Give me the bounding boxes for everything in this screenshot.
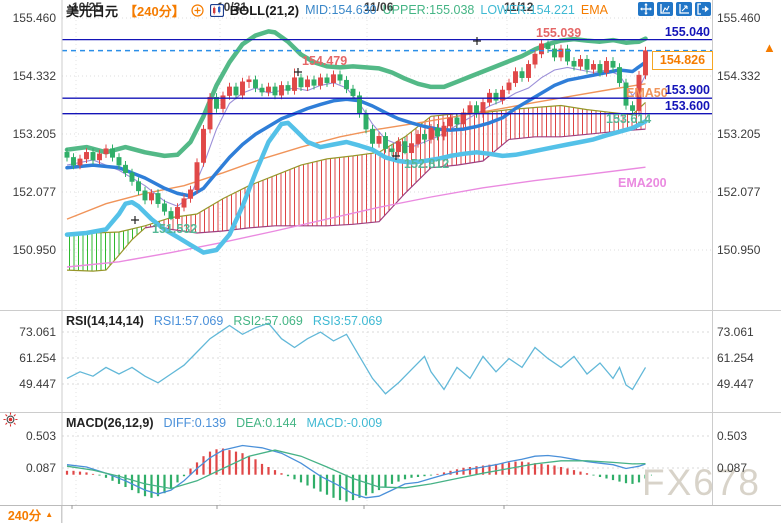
price-axis-label-left: 152.077 [12,185,56,200]
rsi-axis-label-left: 61.254 [19,351,56,365]
macd-axis-label-left: 0.087 [25,461,56,475]
macd-axis-label-right: 0.087 [717,461,748,475]
current-price-tag: 154.826 [652,51,713,70]
add-indicator-icon[interactable] [191,3,204,17]
rsi-axis-label-right: 73.061 [717,325,754,339]
rsi-axis-label-left: 49.447 [19,377,56,391]
period-selector[interactable]: 240分 ▲ [0,506,62,523]
chart-type-icon[interactable] [209,3,224,17]
rsi-panel-header: RSI(14,14,14) RSI1:57.069 RSI2:57.069 RS… [66,314,382,328]
date-axis-label: 11/12 [504,0,534,14]
ema-indicator-label[interactable]: EMA [580,3,608,17]
price-axis-label-left: 150.950 [12,243,56,257]
live-refresh-icon[interactable] [3,412,18,432]
rsi-panel [66,322,647,395]
rsi-axis-label-left: 73.061 [19,325,56,339]
price-panel [64,29,648,272]
price-level-label: 153.600 [664,98,710,113]
price-annotation: 153.614 [606,112,652,126]
price-axis-label-left: 153.205 [12,127,56,141]
boll-lower-value: LOWER:154.221 [480,3,575,17]
chart-header: 美元日元 【240分】 BOLL(21,2) MID:154.630 UPPER… [66,1,608,19]
macd-diff-value: DIFF:0.139 [163,416,227,430]
indicator-name[interactable]: BOLL(21,2) [229,2,300,18]
macd-panel-header: MACD(26,12,9) DIFF:0.139 DEA:0.144 MACD:… [66,416,382,430]
price-annotation: EMA200 [618,176,667,190]
rsi2-value: RSI2:57.069 [233,314,303,328]
chart-toolbar [638,2,711,16]
fx678-watermark: FX678 [642,462,762,503]
price-axis-label-right: 153.205 [717,127,761,141]
macd-panel [65,444,652,502]
rsi-indicator-name[interactable]: RSI(14,14,14) [66,314,144,328]
period-up-arrow-icon: ▲ [45,510,54,519]
rsi-axis-label-right: 49.447 [717,377,754,391]
macd-hist-value: MACD:-0.009 [306,416,383,430]
rsi3-value: RSI3:57.069 [312,314,383,328]
boll-upper-value: UPPER:155.038 [382,3,475,17]
price-axis-label-left: 155.460 [12,11,56,25]
boll-mid-value: MID:154.630 [305,3,377,17]
rsi1-value: RSI1:57.069 [153,314,224,328]
date-axis-label: 10/31 [217,0,248,14]
price-annotation: 155.039 [536,26,582,40]
price-annotation: 154.479 [302,54,348,68]
collapse-panel-icon[interactable] [695,2,711,16]
x-axis-scale-icon[interactable] [676,2,692,16]
macd-indicator-name[interactable]: MACD(26,12,9) [66,416,154,430]
price-axis-label-left: 154.332 [12,69,56,84]
price-level-label: 153.900 [664,83,710,98]
price-axis-label-right: 154.332 [717,69,761,84]
macd-axis-label-right: 0.503 [717,429,748,443]
macd-dea-value: DEA:0.144 [236,416,297,430]
rsi-axis-label-right: 61.254 [717,351,754,365]
pan-move-icon[interactable] [638,2,654,16]
date-axis-label: 11/06 [364,0,394,14]
macd-axis-label-left: 0.503 [25,429,56,443]
scroll-to-latest-arrow[interactable]: ▲ [763,40,776,55]
date-axis-label: 10/25 [72,0,103,14]
price-axis-label-right: 150.950 [717,243,761,257]
y-axis-scale-icon[interactable] [657,2,673,16]
candles [64,39,648,223]
period-selector-label: 240分 [7,509,42,523]
period-label[interactable]: 【240分】 [124,3,185,19]
price-axis-label-right: 155.460 [717,11,761,25]
price-level-label: 155.040 [664,24,710,39]
price-annotation: 152.812 [404,157,450,171]
price-axis-label-right: 152.077 [717,185,761,200]
price-annotation: EMA50 [626,86,668,100]
symbol-name: 美元日元 [66,3,119,19]
price-annotation: 151.532 [152,222,198,236]
